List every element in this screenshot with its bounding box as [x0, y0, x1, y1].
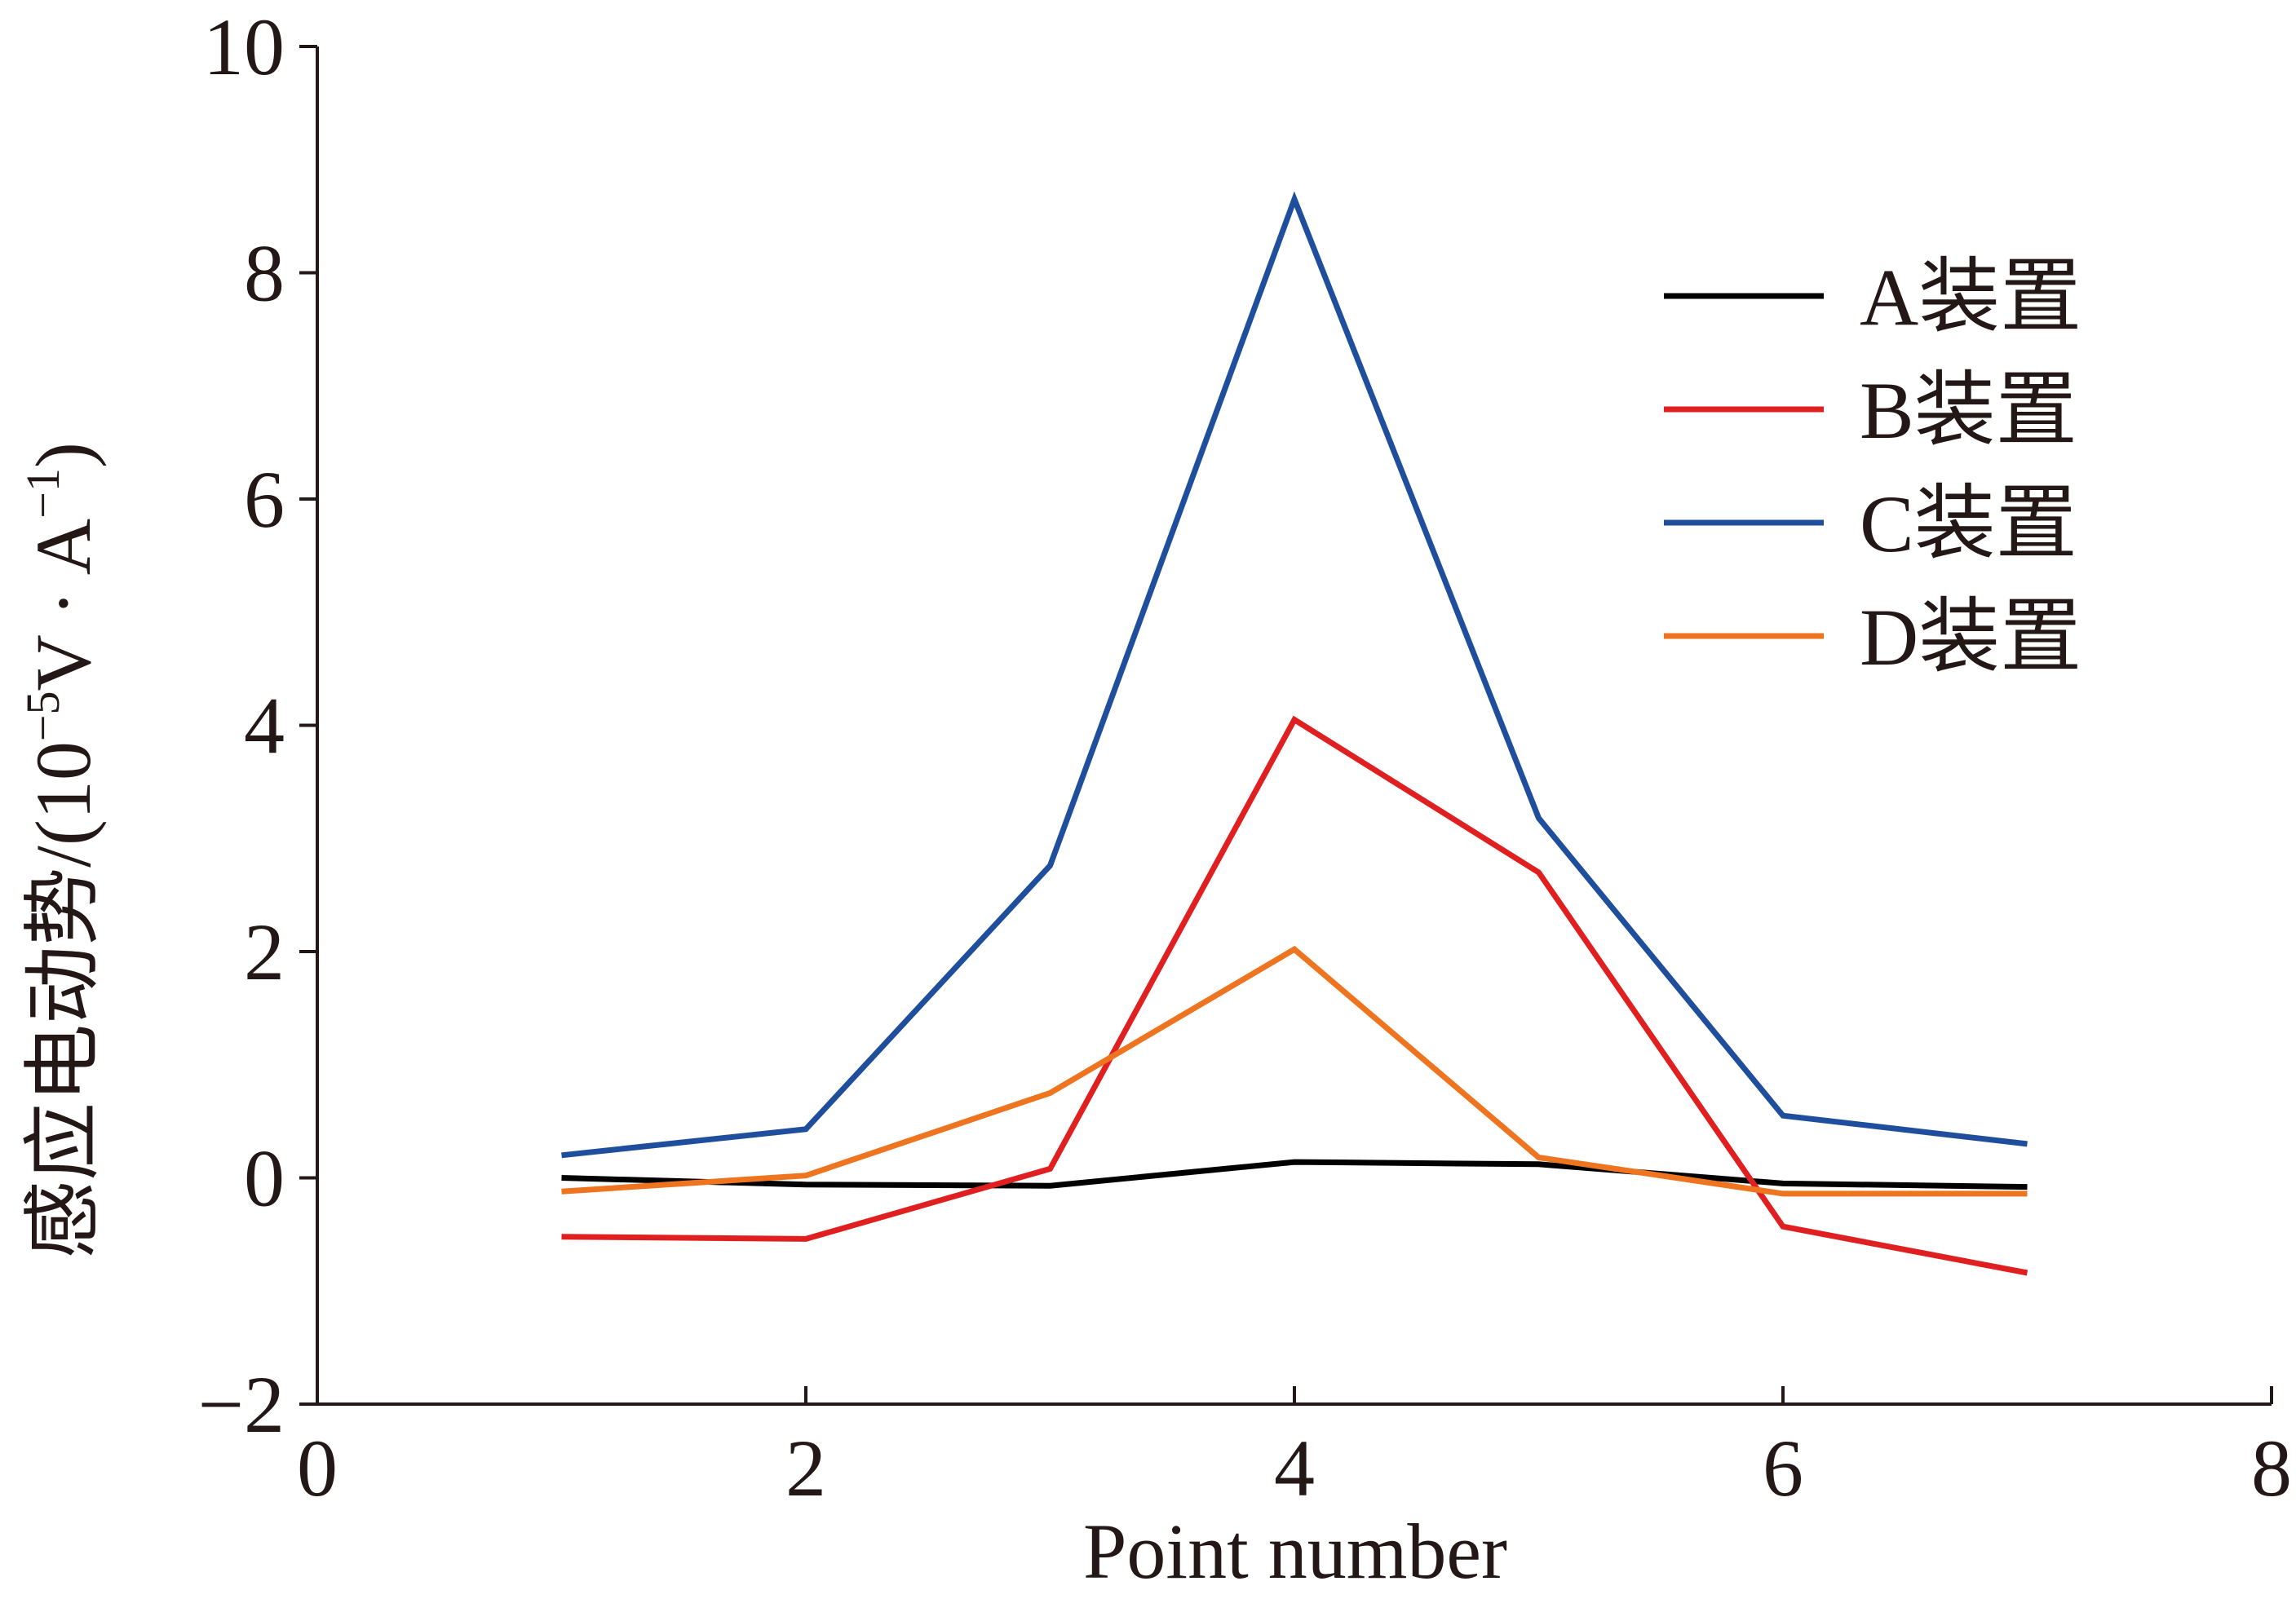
legend: A装置 B装置 C装置 D装置	[1664, 252, 2081, 682]
y-tick-label: 2	[244, 907, 285, 997]
x-tick-label: 4	[1274, 1423, 1315, 1513]
y-tick-label: −2	[198, 1359, 285, 1450]
y-tick-label: 10	[203, 2, 285, 92]
x-tick-label: 6	[1763, 1423, 1803, 1513]
x-tick-label: 0	[297, 1423, 338, 1513]
series-line-1	[561, 1159, 2028, 1190]
y-axis-label-end: )	[20, 442, 107, 468]
y-axis-label-mid: V · A	[20, 519, 107, 691]
x-tick-label: 2	[785, 1423, 826, 1513]
series-line-2	[561, 715, 2028, 1276]
legend-label-3: C装置	[1860, 479, 2077, 569]
y-axis-label-main: 感应电动势/(10	[20, 741, 107, 1259]
x-axis-label: Point number	[1083, 1508, 1507, 1595]
y-axis-label: 感应电动势/(10−5V · A−1)	[16, 442, 107, 1259]
y-axis-label-sup2: −1	[16, 468, 69, 519]
y-tick-label: 6	[244, 454, 285, 545]
y-tick-label: 4	[244, 681, 285, 771]
y-tick-label: 8	[244, 228, 285, 319]
legend-label-4: D装置	[1860, 592, 2081, 682]
y-tick-label: 0	[244, 1133, 285, 1224]
series-line-4	[561, 945, 2028, 1197]
series-line-3	[561, 191, 2028, 1159]
series-layer	[561, 191, 2028, 1276]
x-tick-label: 8	[2251, 1423, 2292, 1513]
legend-label-1: A装置	[1860, 252, 2081, 342]
legend-label-2: B装置	[1860, 365, 2077, 456]
y-axis-label-sup1: −5	[16, 691, 69, 741]
